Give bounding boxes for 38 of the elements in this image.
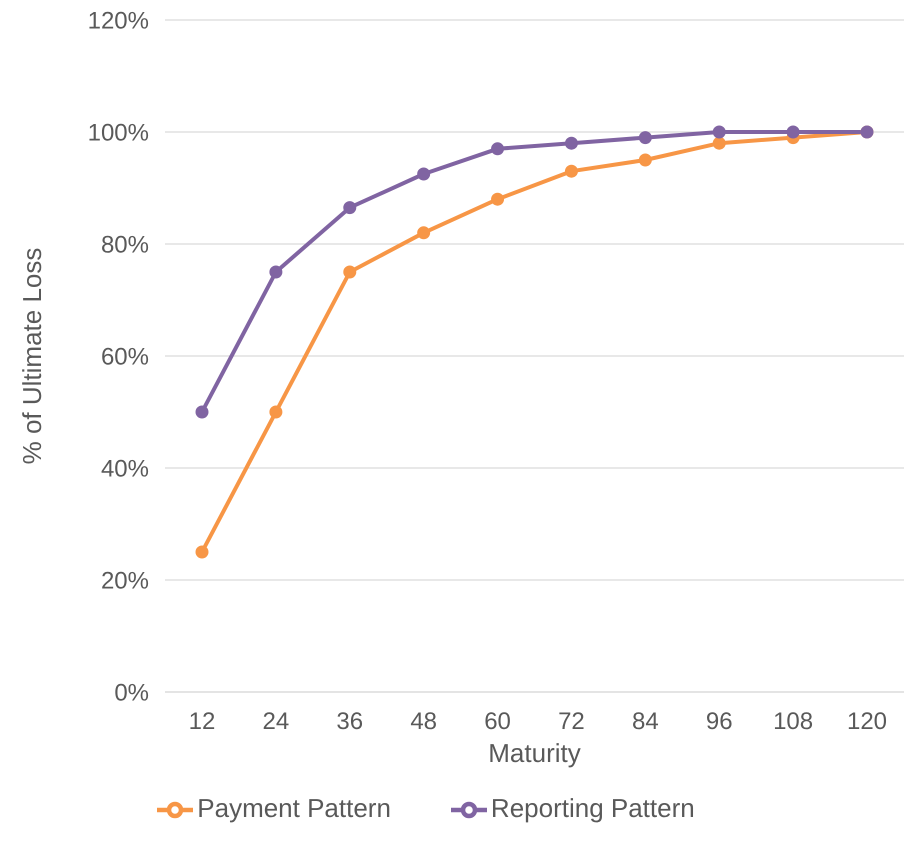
point <box>343 201 356 214</box>
y-tick-label: 20% <box>100 568 149 595</box>
x-tick-label: 36 <box>336 708 364 736</box>
point <box>269 266 282 278</box>
legend-label: Payment Pattern <box>197 792 391 823</box>
x-tick-label: 60 <box>484 708 511 736</box>
point <box>712 136 726 150</box>
y-axis-title: % of Ultimate Loss <box>17 248 48 464</box>
x-tick-label: 48 <box>410 708 438 736</box>
x-tick-label: 72 <box>558 708 585 736</box>
x-tick-label: 120 <box>846 708 888 736</box>
x-tick-label: 84 <box>632 708 659 736</box>
y-tick-label: 120% <box>88 8 149 35</box>
point <box>491 192 504 206</box>
y-tick-label: 80% <box>100 232 149 259</box>
point <box>343 266 356 278</box>
legend-label: Reporting Pattern <box>490 792 695 823</box>
x-tick-label: 96 <box>706 708 733 736</box>
point <box>269 406 282 418</box>
point <box>491 142 504 156</box>
point <box>564 136 578 150</box>
y-tick-label: 40% <box>100 456 149 483</box>
x-tick-label: 12 <box>188 708 216 736</box>
y-tick-label: 0% <box>114 680 149 707</box>
point <box>638 131 652 144</box>
point <box>417 226 430 240</box>
y-tick-label: 60% <box>100 344 149 371</box>
point <box>196 406 208 418</box>
x-tick-label: 24 <box>262 708 290 736</box>
point <box>564 164 578 178</box>
x-tick-label: 108 <box>773 708 814 736</box>
point <box>417 168 430 180</box>
point <box>638 154 652 166</box>
x-axis-title: Maturity <box>488 738 581 768</box>
point <box>786 126 800 138</box>
y-tick-label: 100% <box>88 120 149 147</box>
point <box>712 126 726 138</box>
point <box>196 546 208 558</box>
